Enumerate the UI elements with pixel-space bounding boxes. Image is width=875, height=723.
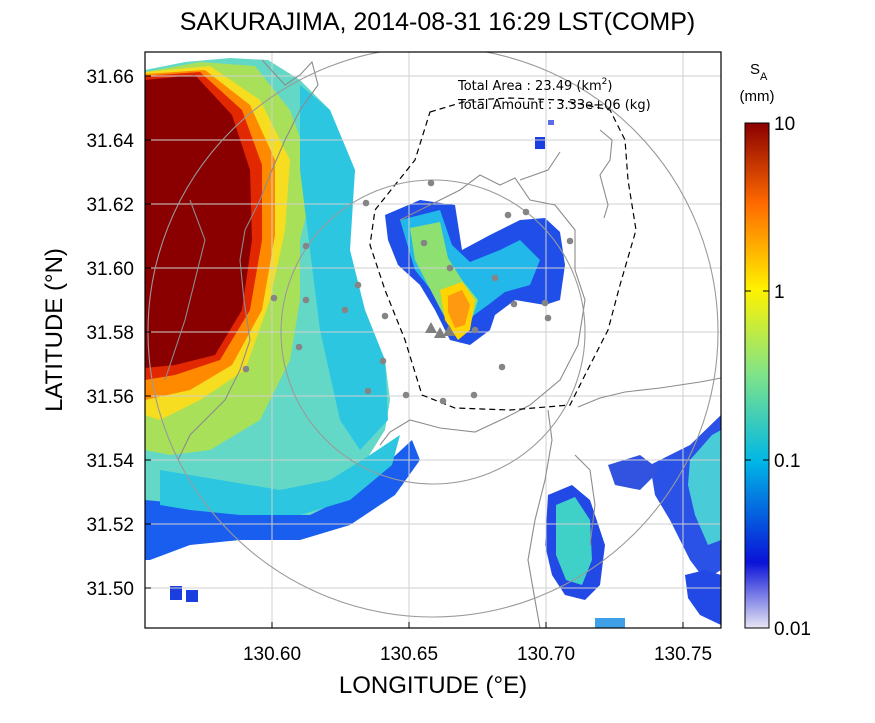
ash-patch-far-se	[685, 570, 721, 625]
tick-marks	[145, 75, 684, 628]
colorbar-gradient	[744, 122, 770, 629]
ash-plume-orange	[448, 290, 470, 328]
x-tick-label: 130.65	[380, 644, 438, 665]
x-tick-label: 130.75	[654, 644, 712, 665]
ash-patch-east-sw	[608, 455, 660, 490]
colorbar-title: SA	[750, 61, 768, 83]
y-tick-label: 31.66	[86, 67, 134, 88]
ash-field-south-fringe	[145, 440, 420, 560]
precip-field	[145, 58, 721, 628]
plot-frame	[144, 51, 722, 629]
y-tick-label: 31.64	[86, 131, 134, 152]
colorbar-tick-label: 0.1	[774, 451, 800, 472]
colorbar-tick-label: 0.01	[774, 619, 811, 640]
y-axis-label: LATITUDE (°N)	[41, 248, 68, 412]
ash-speck-north	[535, 137, 545, 149]
colorbar-tick-label: 10	[774, 114, 795, 135]
ash-speck-north2	[548, 120, 554, 125]
colorbar-unit: (mm)	[740, 88, 775, 105]
ash-patch-east-cyan	[688, 430, 721, 545]
y-tick-label: 31.60	[86, 259, 134, 280]
x-axis-label: LONGITUDE (°E)	[338, 672, 528, 699]
vent-markers	[425, 322, 455, 338]
x-tick-labels: 130.60 130.65 130.70 130.75	[243, 644, 712, 665]
ash-speck-sw1	[170, 586, 182, 600]
colorbar-tick-label: 1	[774, 282, 785, 303]
y-tick-label: 31.52	[86, 515, 134, 536]
y-tick-label: 31.56	[86, 387, 134, 408]
y-tick-label: 31.54	[86, 451, 134, 472]
ash-speck-se	[595, 618, 625, 628]
boundary-dashed	[369, 97, 637, 411]
colorbar: SA (mm) 10 1 0.1 0.01	[740, 61, 811, 640]
y-tick-label: 31.58	[86, 323, 134, 344]
x-tick-label: 130.60	[243, 644, 301, 665]
grid	[145, 52, 721, 628]
ash-speck-sw2	[186, 590, 198, 602]
total-amount-text: Total Amount : 3.33e+06 (kg)	[457, 98, 651, 113]
chart-title: SAKURAJIMA, 2014-08-31 16:29 LST(COMP)	[179, 8, 696, 36]
y-tick-label: 31.50	[86, 579, 134, 600]
totals-annotation: Total Area : 23.49 (km2) Total Amount : …	[457, 77, 651, 113]
y-tick-labels: 31.66 31.64 31.62 31.60 31.58 31.56 31.5…	[86, 67, 134, 600]
x-tick-label: 130.70	[517, 644, 575, 665]
y-tick-label: 31.62	[86, 195, 134, 216]
ash-patch-southeast-cyan	[556, 497, 592, 585]
total-area-text: Total Area : 23.49 (km2)	[457, 77, 612, 94]
ash-field-south-cyan	[160, 435, 400, 515]
coastline	[164, 59, 721, 628]
station-points	[242, 179, 574, 405]
